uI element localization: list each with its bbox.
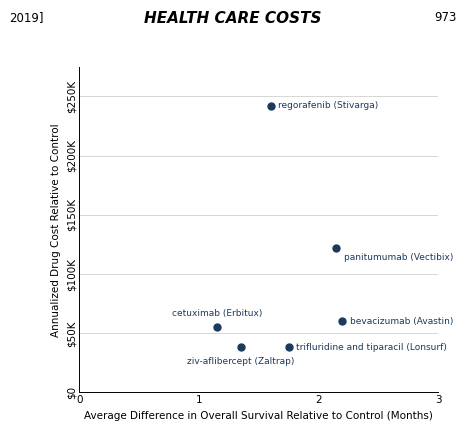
Point <box>237 344 245 351</box>
Point <box>339 318 346 325</box>
X-axis label: Average Difference in Overall Survival Relative to Control (Months): Average Difference in Overall Survival R… <box>84 411 433 421</box>
Text: HEALTH CARE COSTS: HEALTH CARE COSTS <box>144 11 322 26</box>
Point <box>333 244 340 252</box>
Point <box>213 324 220 331</box>
Text: trifluridine and tiparacil (Lonsurf): trifluridine and tiparacil (Lonsurf) <box>296 343 446 352</box>
Point <box>267 103 274 110</box>
Point <box>285 344 292 351</box>
Text: bevacizumab (Avastin): bevacizumab (Avastin) <box>350 317 453 326</box>
Text: panitumumab (Vectibix): panitumumab (Vectibix) <box>343 253 453 262</box>
Text: cetuximab (Erbitux): cetuximab (Erbitux) <box>171 309 262 318</box>
Text: 973: 973 <box>434 11 457 24</box>
Y-axis label: Annualized Drug Cost Relative to Control: Annualized Drug Cost Relative to Control <box>51 123 61 336</box>
Text: 2019]: 2019] <box>9 11 44 24</box>
Text: regorafenib (Stivarga): regorafenib (Stivarga) <box>278 102 378 111</box>
Text: ziv-aflibercept (Zaltrap): ziv-aflibercept (Zaltrap) <box>187 357 295 366</box>
